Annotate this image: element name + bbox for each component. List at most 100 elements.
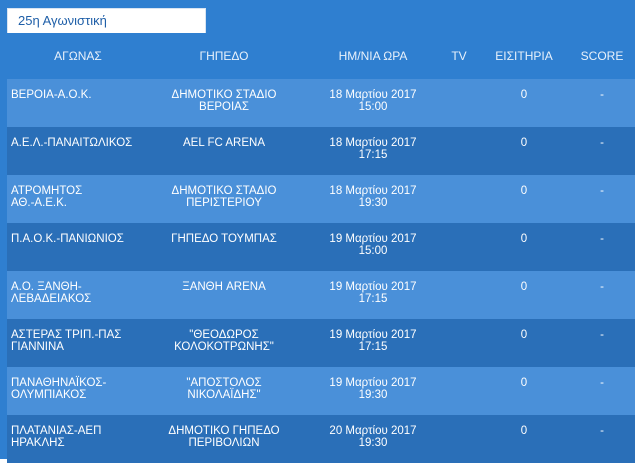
- match-cell-line: ΠΑΝΑΘΗΝΑΪΚΟΣ-: [11, 377, 107, 389]
- time-text: 15:00: [358, 245, 388, 257]
- datetime-cell: 18 Μαρτίου 2017 17:15: [299, 137, 439, 161]
- date-text: 20 Μαρτίου 2017: [329, 425, 417, 437]
- score-cell: -: [600, 89, 604, 101]
- match-cell-line: Α.Ε.Λ.-ΠΑΝΑΙΤΩΛΙΚΟΣ: [11, 137, 133, 149]
- stadium-cell: "ΑΠΟΣΤΟΛΟΣ ΝΙΚΟΛΑΪΔΗΣ": [149, 377, 299, 401]
- tickets-cell: 0: [520, 425, 528, 437]
- table-row: Α.Ε.Λ.-ΠΑΝΑΙΤΩΛΙΚΟΣ AEL FC ARENA 18 Μαρτίο…: [7, 127, 635, 175]
- match-cell-line: ΑΤΡΟΜΗΤΟΣ: [11, 185, 83, 197]
- header-match: ΑΓΩΝΑΣ: [54, 49, 102, 63]
- stadium-cell-line: ΓΗΠΕΔΟ ΤΟΥΜΠΑΣ: [171, 233, 277, 245]
- stadium-cell-line: ΔΗΜΟΤΙΚΟ ΓΗΠΕΔΟ: [168, 425, 280, 437]
- datetime-cell: 18 Μαρτίου 2017 19:30: [299, 185, 439, 209]
- table-header: ΑΓΩΝΑΣ ΓΗΠΕΔΟ ΗΜ/ΝΙΑ ΩΡΑ TV ΕΙΣΙΤΗΡΙΑ SC…: [7, 33, 635, 79]
- header-tv: TV: [451, 49, 467, 63]
- fixtures-table: ΑΓΩΝΑΣ ΓΗΠΕΔΟ ΗΜ/ΝΙΑ ΩΡΑ TV ΕΙΣΙΤΗΡΙΑ SC…: [7, 33, 635, 463]
- match-cell-line: ΑΘ.-Α.Ε.Κ.: [11, 197, 67, 209]
- header-datetime: ΗΜ/ΝΙΑ ΩΡΑ: [338, 49, 408, 63]
- stadium-cell: ΓΗΠΕΔΟ ΤΟΥΜΠΑΣ: [149, 233, 299, 245]
- datetime-cell: 19 Μαρτίου 2017 15:00: [299, 233, 439, 257]
- stadium-cell: ΔΗΜΟΤΙΚΟ ΣΤΑΔΙΟ ΠΕΡΙΣΤΕΡΙΟΥ: [149, 185, 299, 209]
- tickets-cell: 0: [520, 137, 528, 149]
- tab-matchday[interactable]: 25η Αγωνιστική: [7, 8, 206, 34]
- match-cell-line: Π.Α.Ο.Κ.-ΠΑΝΙΩΝΙΟΣ: [11, 233, 124, 245]
- score-cell: -: [600, 425, 604, 437]
- match-cell-line: ΛΕΒΑΔΕΙΑΚΟΣ: [11, 293, 92, 305]
- datetime-cell: 19 Μαρτίου 2017 19:30: [299, 377, 439, 401]
- stadium-cell-line: ΒΕΡΟΙΑΣ: [199, 101, 249, 113]
- match-cell: ΑΤΡΟΜΗΤΟΣ ΑΘ.-Α.Ε.Κ.: [7, 185, 149, 209]
- match-cell: Α.Ο. ΞΑΝΘΗ- ΛΕΒΑΔΕΙΑΚΟΣ: [7, 281, 149, 305]
- stadium-cell: ΔΗΜΟΤΙΚΟ ΓΗΠΕΔΟ ΠΕΡΙΒΟΛΙΩΝ: [149, 425, 299, 449]
- tickets-cell: 0: [520, 185, 528, 197]
- datetime-cell: 19 Μαρτίου 2017 17:15: [299, 329, 439, 353]
- table-row: ΑΣΤΕΡΑΣ ΤΡΙΠ.-ΠΑΣ ΓΙΑΝΝΙΝΑ "ΘΕΟΔΩΡΟΣ ΚΟΛΟΚΟ…: [7, 319, 635, 367]
- table-row: Α.Ο. ΞΑΝΘΗ- ΛΕΒΑΔΕΙΑΚΟΣ ΞΑΝΘΗ ARENA 19 Μαρτ…: [7, 271, 635, 319]
- tickets-cell: 0: [520, 377, 528, 389]
- time-text: 15:00: [358, 101, 388, 113]
- date-text: 19 Μαρτίου 2017: [329, 377, 417, 389]
- match-cell-line: ΟΛΥΜΠΙΑΚΟΣ: [11, 389, 87, 401]
- table-row: ΒΕΡΟΙΑ-Α.Ο.Κ. ΔΗΜΟΤΙΚΟ ΣΤΑΔΙΟ ΒΕΡΟΙΑΣ 18 Μα…: [7, 79, 635, 127]
- date-text: 18 Μαρτίου 2017: [329, 185, 417, 197]
- date-text: 18 Μαρτίου 2017: [329, 137, 417, 149]
- stadium-cell-line: ΝΙΚΟΛΑΪΔΗΣ": [187, 389, 261, 401]
- score-cell: -: [600, 185, 604, 197]
- tickets-cell: 0: [520, 89, 528, 101]
- tickets-cell: 0: [520, 233, 528, 245]
- match-cell-line: ΑΣΤΕΡΑΣ ΤΡΙΠ.-ΠΑΣ: [11, 329, 122, 341]
- datetime-cell: 20 Μαρτίου 2017 19:30: [299, 425, 439, 449]
- stadium-cell-line: "ΑΠΟΣΤΟΛΟΣ: [186, 377, 262, 389]
- stadium-cell-line: AEL FC ARENA: [182, 137, 266, 149]
- tickets-cell: 0: [520, 329, 528, 341]
- match-cell: Π.Α.Ο.Κ.-ΠΑΝΙΩΝΙΟΣ: [7, 233, 149, 245]
- stadium-cell-line: ΔΗΜΟΤΙΚΟ ΣΤΑΔΙΟ: [171, 89, 277, 101]
- table-row: ΠΑΝΑΘΗΝΑΪΚΟΣ- ΟΛΥΜΠΙΑΚΟΣ "ΑΠΟΣΤΟΛΟΣ ΝΙΚΟΛΑΪ…: [7, 367, 635, 415]
- date-text: 19 Μαρτίου 2017: [329, 281, 417, 293]
- stadium-cell-line: ΚΟΛΟΚΟΤΡΩΝΗΣ": [174, 341, 274, 353]
- score-cell: -: [600, 329, 604, 341]
- stadium-cell-line: ΔΗΜΟΤΙΚΟ ΣΤΑΔΙΟ: [171, 185, 277, 197]
- match-cell-line: ΓΙΑΝΝΙΝΑ: [11, 341, 64, 353]
- match-cell: Α.Ε.Λ.-ΠΑΝΑΙΤΩΛΙΚΟΣ: [7, 137, 149, 149]
- table-row: Π.Α.Ο.Κ.-ΠΑΝΙΩΝΙΟΣ ΓΗΠΕΔΟ ΤΟΥΜΠΑΣ 19 Μαρτί…: [7, 223, 635, 271]
- score-cell: -: [600, 137, 604, 149]
- stadium-cell: AEL FC ARENA: [149, 137, 299, 149]
- score-cell: -: [600, 377, 604, 389]
- header-stadium: ΓΗΠΕΔΟ: [199, 49, 249, 63]
- match-cell-line: ΒΕΡΟΙΑ-Α.Ο.Κ.: [11, 89, 92, 101]
- time-text: 19:30: [358, 437, 388, 449]
- stadium-cell-line: ΠΕΡΙΒΟΛΙΩΝ: [188, 437, 260, 449]
- match-cell: ΒΕΡΟΙΑ-Α.Ο.Κ.: [7, 89, 149, 101]
- datetime-cell: 18 Μαρτίου 2017 15:00: [299, 89, 439, 113]
- stadium-cell-line: ΞΑΝΘΗ ARENA: [182, 281, 266, 293]
- datetime-cell: 19 Μαρτίου 2017 17:15: [299, 281, 439, 305]
- match-cell: ΑΣΤΕΡΑΣ ΤΡΙΠ.-ΠΑΣ ΓΙΑΝΝΙΝΑ: [7, 329, 149, 353]
- score-cell: -: [600, 281, 604, 293]
- time-text: 19:30: [358, 389, 388, 401]
- time-text: 19:30: [358, 197, 388, 209]
- stadium-cell: ΞΑΝΘΗ ARENA: [149, 281, 299, 293]
- table-row: ΠΛΑΤΑΝΙΑΣ-ΑΕΠ ΗΡΑΚΛΗΣ ΔΗΜΟΤΙΚΟ ΓΗΠΕΔΟ ΠΕΡΙΒ…: [7, 415, 635, 463]
- tickets-cell: 0: [520, 281, 528, 293]
- date-text: 19 Μαρτίου 2017: [329, 329, 417, 341]
- date-text: 19 Μαρτίου 2017: [329, 233, 417, 245]
- stadium-cell-line: "ΘΕΟΔΩΡΟΣ: [189, 329, 259, 341]
- match-cell-line: ΠΛΑΤΑΝΙΑΣ-ΑΕΠ: [11, 425, 102, 437]
- score-cell: -: [600, 233, 604, 245]
- match-cell: ΠΛΑΤΑΝΙΑΣ-ΑΕΠ ΗΡΑΚΛΗΣ: [7, 425, 149, 449]
- match-cell: ΠΑΝΑΘΗΝΑΪΚΟΣ- ΟΛΥΜΠΙΑΚΟΣ: [7, 377, 149, 401]
- table-row: ΑΤΡΟΜΗΤΟΣ ΑΘ.-Α.Ε.Κ. ΔΗΜΟΤΙΚΟ ΣΤΑΔΙΟ ΠΕΡΙΣΤ…: [7, 175, 635, 223]
- match-cell-line: ΗΡΑΚΛΗΣ: [11, 437, 65, 449]
- stadium-cell-line: ΠΕΡΙΣΤΕΡΙΟΥ: [186, 197, 262, 209]
- header-tickets: ΕΙΣΙΤΗΡΙΑ: [495, 49, 553, 63]
- time-text: 17:15: [358, 149, 388, 161]
- match-cell-line: Α.Ο. ΞΑΝΘΗ-: [11, 281, 82, 293]
- header-score: SCORE: [580, 49, 624, 63]
- stadium-cell: "ΘΕΟΔΩΡΟΣ ΚΟΛΟΚΟΤΡΩΝΗΣ": [149, 329, 299, 353]
- time-text: 17:15: [358, 293, 388, 305]
- time-text: 17:15: [358, 341, 388, 353]
- date-text: 18 Μαρτίου 2017: [329, 89, 417, 101]
- stadium-cell: ΔΗΜΟΤΙΚΟ ΣΤΑΔΙΟ ΒΕΡΟΙΑΣ: [149, 89, 299, 113]
